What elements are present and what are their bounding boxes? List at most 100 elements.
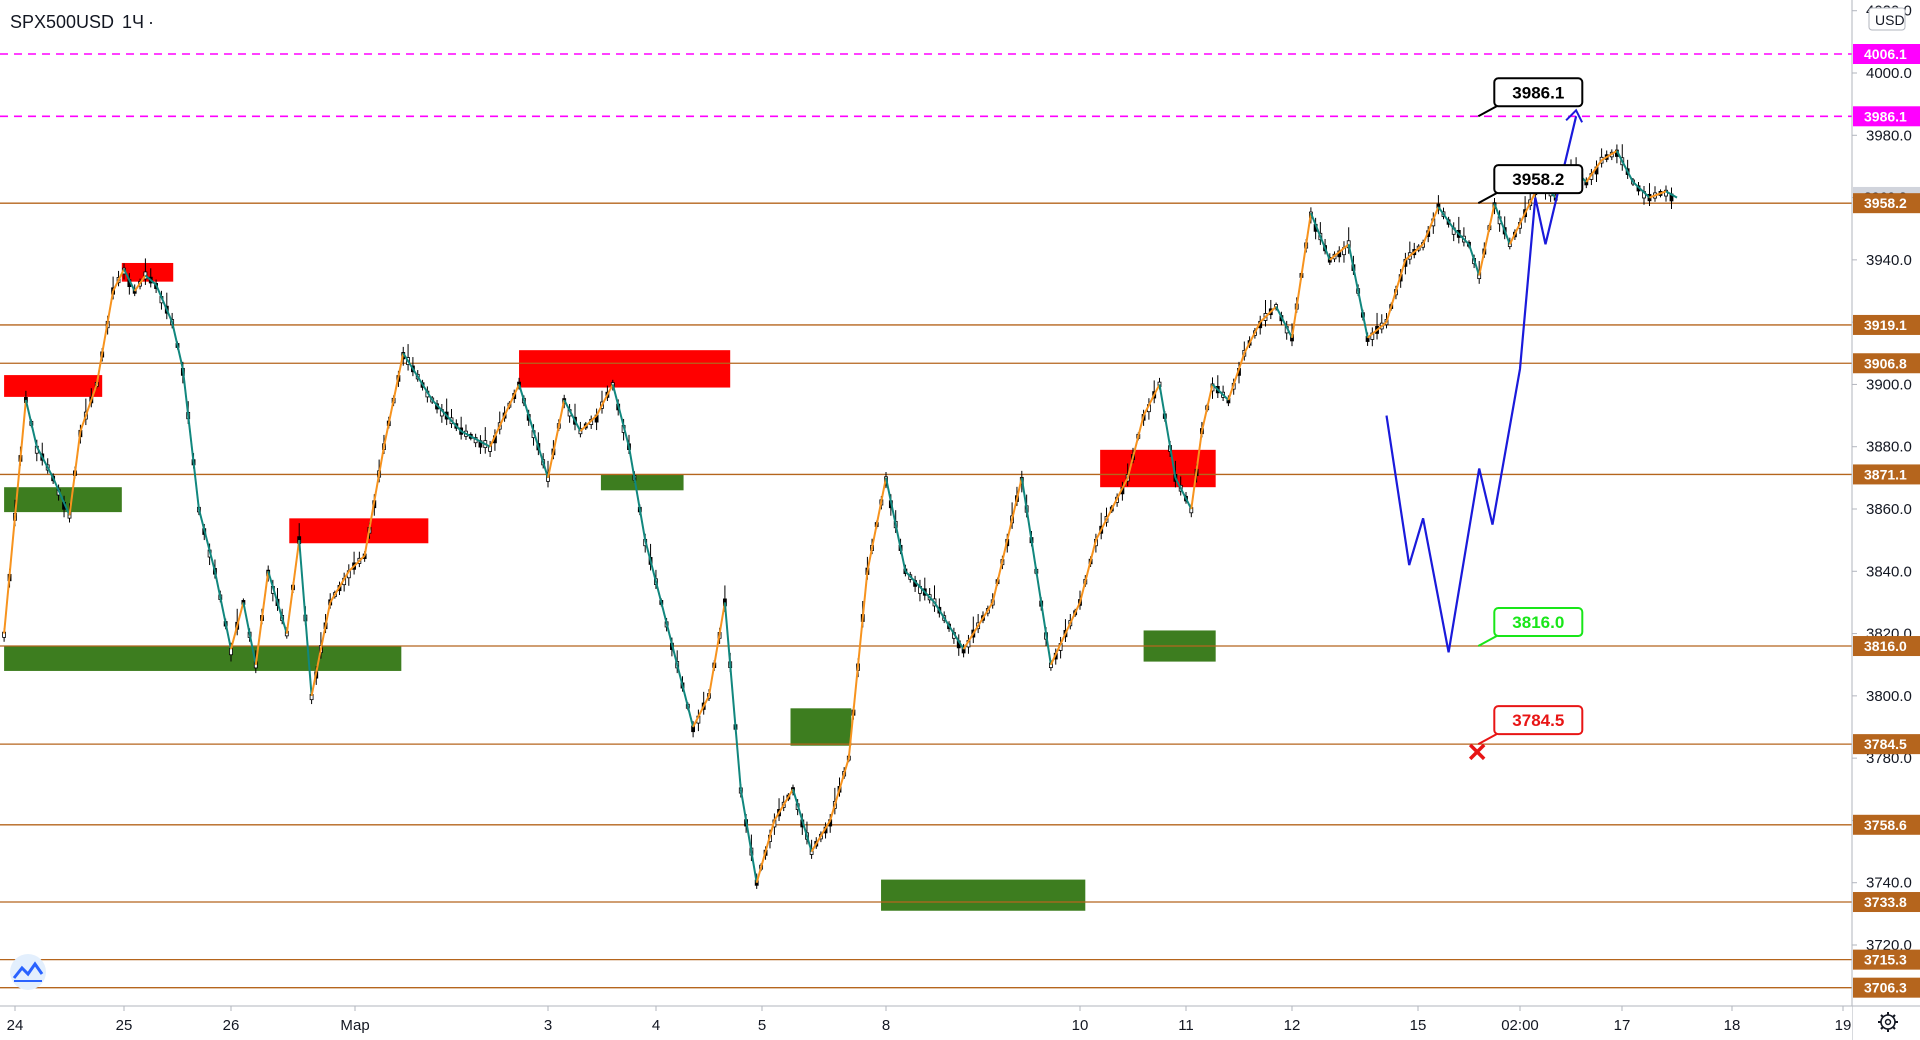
time-tick-label: 17 (1614, 1017, 1631, 1034)
swing-down-line (1452, 228, 1470, 245)
level-badge-label: 3733.8 (1864, 894, 1907, 910)
level-badge-label: 3816.0 (1864, 638, 1907, 654)
swing-up-line (1095, 508, 1113, 541)
level-badge-label: 3758.6 (1864, 817, 1907, 833)
callout-box[interactable] (1493, 77, 1584, 108)
level-badge-label: 4006.1 (1864, 46, 1907, 62)
swing-down-line (628, 446, 647, 541)
currency-button[interactable]: USD (1868, 7, 1906, 31)
swing-down-line (792, 788, 813, 852)
swing-down-line (904, 570, 936, 604)
swing-down-line (1309, 212, 1331, 261)
swing-down-line (1020, 477, 1052, 665)
swing-down-line (402, 352, 434, 401)
callout-label: 3784.5 (1512, 711, 1564, 730)
swing-down-line (155, 284, 174, 323)
price-tick-label: 3860.0 (1866, 501, 1912, 518)
callout-label: 3958.2 (1512, 170, 1564, 189)
plot-area[interactable]: 3986.1 3958.2 3816.0 3784.5 (0, 53, 1852, 989)
swing-down-line (52, 477, 71, 516)
swing-down-line (1665, 190, 1678, 199)
stop-loss-x-icon (1468, 743, 1486, 761)
swing-up-line (1508, 212, 1526, 245)
callout-label: 3986.1 (1512, 83, 1564, 102)
swing-up-line (1291, 212, 1312, 338)
demand-zone (790, 708, 852, 746)
swing-up-line (991, 477, 1023, 603)
swing-up-line (1259, 305, 1277, 323)
price-tick-label: 3780.0 (1866, 750, 1912, 767)
price-tick-label: 3840.0 (1866, 563, 1912, 580)
swing-up-line (1601, 150, 1618, 162)
level-badge (1853, 734, 1920, 755)
price-tick-label: 3940.0 (1866, 252, 1912, 269)
swing-up-line (1478, 203, 1496, 276)
swing-up-line (773, 788, 794, 821)
swing-up-line (382, 353, 405, 447)
swing-down-line (676, 664, 695, 728)
level-badge-label: 3706.3 (1864, 980, 1907, 996)
level-labels: 3960.24006.13986.13958.23919.13906.83871… (1853, 44, 1920, 998)
swing-up-line (547, 399, 566, 479)
swing-up-line (755, 820, 776, 883)
callout-box[interactable] (1493, 607, 1584, 638)
supply-zone (121, 262, 174, 282)
swing-down-line (660, 602, 679, 665)
price-axis-pane[interactable] (1852, 0, 1920, 1006)
time-tick-label: 10 (1072, 1017, 1089, 1034)
time-axis-pane[interactable] (0, 1006, 1852, 1040)
time-tick-label: 02:00 (1501, 1017, 1539, 1034)
symbol-label: SPX500USD (10, 12, 114, 32)
level-badge (1853, 314, 1920, 335)
swing-up-line (1190, 431, 1203, 510)
level-badge-label: 3784.5 (1864, 736, 1907, 752)
swing-down-line (1468, 243, 1481, 276)
callout-box[interactable] (1493, 705, 1584, 736)
swing-down-line (611, 384, 630, 447)
time-tick-label: 15 (1410, 1017, 1427, 1034)
swing-down-line (242, 602, 257, 665)
swing-up-line (329, 570, 350, 603)
swing-up-line (363, 446, 385, 556)
level-badge (1853, 464, 1920, 485)
swing-down-line (181, 368, 200, 510)
swing-down-line (1347, 244, 1369, 338)
tradingview-logo-icon[interactable] (10, 954, 46, 990)
price-tick-label: 4000.0 (1866, 65, 1912, 82)
swing-up-line (348, 555, 366, 572)
price-tick-label: 3980.0 (1866, 127, 1912, 144)
swing-down-line (563, 399, 582, 432)
candle-body (1436, 203, 1441, 211)
price-tick-label: 3740.0 (1866, 875, 1912, 892)
swing-down-line (518, 384, 549, 479)
swing-down-line (171, 321, 184, 370)
swing-up-line (1385, 259, 1407, 323)
demand-zone (600, 474, 684, 491)
swing-up-line (3, 399, 27, 634)
chart-header: SPX500USD 1Ч · (10, 12, 154, 32)
time-tick-label: 25 (116, 1017, 133, 1034)
swing-up-line (962, 601, 994, 650)
callout-box[interactable] (1493, 164, 1584, 195)
interval-label: 1Ч (122, 12, 144, 32)
swing-up-line (1200, 384, 1214, 432)
time-tick-label: 26 (223, 1017, 240, 1034)
swing-up-line (133, 274, 147, 292)
currency-label: USD (1875, 12, 1905, 28)
swing-up-line (285, 540, 301, 634)
swing-up-line (1585, 159, 1603, 183)
swing-down-line (885, 477, 907, 572)
swing-up-line (1049, 602, 1081, 666)
swing-up-line (829, 757, 850, 821)
swing-up-line (579, 414, 598, 432)
price-tick-label: 3800.0 (1866, 688, 1912, 705)
level-badge-label: 3715.3 (1864, 952, 1907, 968)
callout-label: 3816.0 (1512, 613, 1564, 632)
level-badge (1853, 44, 1920, 65)
swing-down-line (431, 399, 462, 432)
swing-up-line (1366, 321, 1388, 339)
time-axis-ticks: 24 25 26 Мар 3 4 5 8 10 11 12 15 02:00 17 18 19 (7, 1006, 1851, 1034)
time-tick-label: 8 (882, 1017, 890, 1034)
gear-icon[interactable] (1878, 1012, 1898, 1032)
